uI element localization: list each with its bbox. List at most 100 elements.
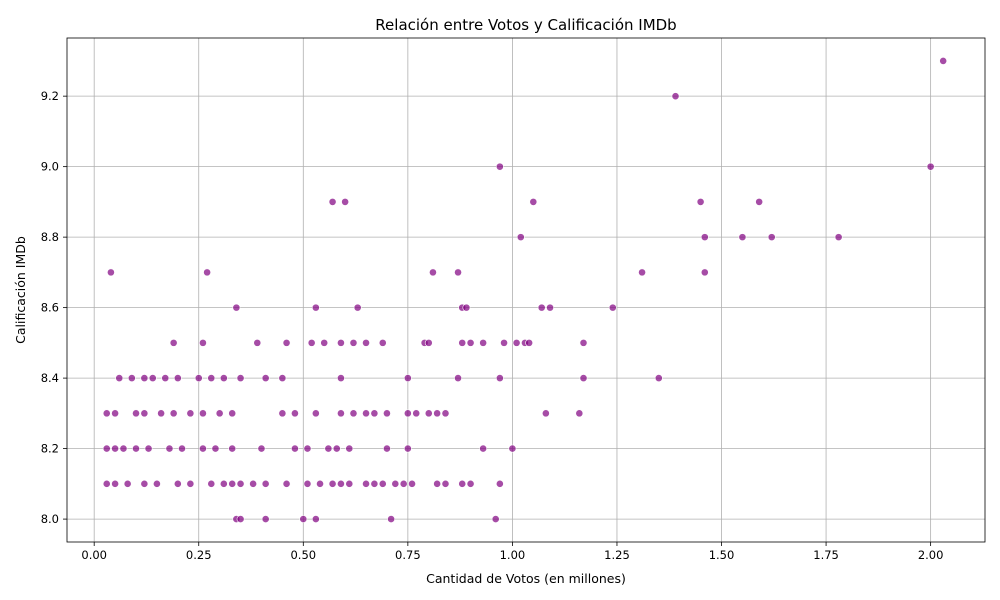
scatter-point [173,374,182,383]
scatter-point [500,338,508,347]
x-axis-label: Cantidad de Votos (en millones) [426,571,626,586]
scatter-point [311,303,320,312]
scatter-point [320,338,329,347]
scatter-point [608,303,617,312]
scatter-point [282,338,291,347]
scatter-point [399,479,408,488]
scatter-point [178,444,186,453]
scatter-point [161,374,170,383]
scatter-point [345,444,354,453]
scatter-point [454,268,462,277]
scatter-point [236,515,245,523]
scatter-point [119,444,128,453]
scatter-point [433,409,442,418]
scatter-point [755,197,764,206]
x-tick-label: 1.75 [813,548,839,562]
scatter-point [199,338,207,347]
scatter-point [253,338,262,347]
x-tick-label: 1.50 [709,548,735,562]
scatter-point [345,479,354,488]
scatter-point [111,479,119,488]
scatter-point [186,479,195,488]
scatter-point [403,374,412,383]
scatter-point [107,268,115,277]
scatter-point [337,479,345,488]
scatter-point [575,409,584,418]
x-tick-label: 0.00 [81,548,107,562]
scatter-point [328,197,337,206]
scatter-point [215,409,224,418]
scatter-point [479,338,488,347]
scatter-point [307,338,316,347]
scatter-point [424,409,433,418]
y-tick-label: 8.2 [41,442,59,456]
scatter-point [311,409,320,418]
scatter-point [127,374,136,383]
scatter-point [479,444,488,453]
data-points [102,57,948,523]
scatter-point [228,409,237,418]
scatter-point [102,444,111,453]
scatter-point [207,374,216,383]
scatter-point [132,409,140,418]
scatter-point [546,303,554,312]
scatter-point [261,374,270,383]
scatter-point [403,409,412,418]
scatter-point [169,409,178,418]
scatter-point [186,409,195,418]
scatter-point [412,409,421,418]
scatter-point [541,409,550,418]
scatter-point [579,374,588,383]
scatter-point [111,409,119,418]
scatter-point [148,374,157,383]
scatter-point [341,197,350,206]
scatter-point [257,444,266,453]
scatter-point [403,444,412,453]
y-tick-label: 8.6 [41,301,59,315]
scatter-point [926,162,935,171]
scatter-point [579,338,588,347]
scatter-point [939,57,948,65]
scatter-point [362,409,370,418]
scatter-point [291,444,299,453]
scatter-point [424,338,433,347]
scatter-point [211,444,220,453]
scatter-point [700,233,709,242]
x-tick-label: 0.75 [395,548,421,562]
scatter-point [140,479,149,488]
scatter-point [261,515,270,523]
scatter-point [383,409,391,418]
scatter-point [462,303,471,312]
scatter-point [466,479,475,488]
scatter-point [157,409,166,418]
y-tick-label: 9.0 [41,160,59,174]
scatter-point [349,338,358,347]
scatter-point [115,374,124,383]
scatter-point [337,338,345,347]
x-tick-label: 0.50 [290,548,316,562]
scatter-point [429,268,437,277]
scatter-point [207,479,216,488]
scatter-point [236,479,245,488]
y-tick-label: 8.0 [41,512,59,526]
x-tick-label: 1.25 [604,548,630,562]
scatter-point [378,479,387,488]
scatter-point [495,479,504,488]
scatter-point [132,444,140,453]
scatter-point [671,92,680,101]
x-tick-label: 1.00 [500,548,526,562]
scatter-point [495,162,504,171]
plot-frame [66,37,986,543]
x-axis-ticks: 0.00 0.25 0.50 0.75 1.00 1.25 1.50 1.75 2.00 [81,542,943,562]
scatter-point [391,479,400,488]
x-tick-label: 2.00 [918,548,944,562]
scatter-point [199,444,207,453]
scatter-point [219,374,228,383]
scatter-point [654,374,663,383]
scatter-point [236,374,245,383]
scatter-point [199,409,207,418]
scatter-point [700,268,709,277]
x-tick-label: 0.25 [186,548,212,562]
